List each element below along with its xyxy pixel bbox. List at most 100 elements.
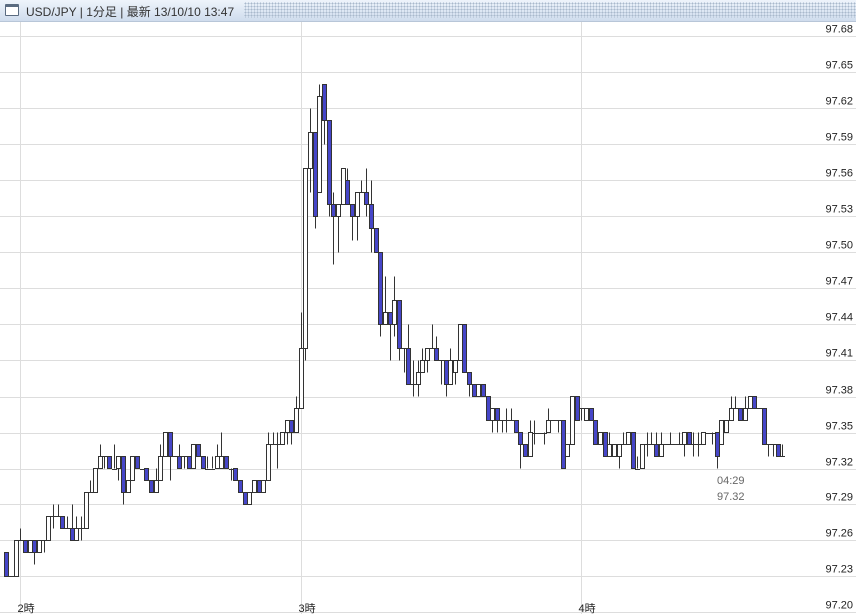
candle [598, 432, 603, 445]
candle [631, 432, 636, 469]
title-bar-pattern [244, 2, 856, 18]
candle [486, 396, 491, 421]
candle-body-up [154, 480, 159, 493]
candle [56, 504, 61, 517]
candle [762, 408, 767, 445]
candle [584, 408, 589, 421]
candle-body-down [495, 408, 500, 421]
title-bar: USD/JPY | 1分足 | 最新 13/10/10 13:47 [0, 0, 856, 22]
candle-body-down [444, 360, 449, 385]
y-tick-label: 97.68 [825, 24, 853, 36]
candle [378, 252, 383, 337]
y-tick-label: 97.59 [825, 132, 853, 144]
candle-body-up [299, 348, 304, 409]
candle-body-up [252, 480, 257, 493]
candle [364, 168, 369, 217]
candle-body-down [486, 396, 491, 421]
candle [523, 444, 528, 457]
candle [504, 408, 509, 433]
window-title: USD/JPY | 1分足 | 最新 13/10/10 13:47 [26, 5, 235, 19]
candle-body-down [289, 420, 294, 433]
candle-body-up [724, 420, 729, 433]
candle [107, 456, 112, 469]
candle-body-up [584, 408, 589, 421]
candles [4, 84, 785, 577]
candle [238, 480, 243, 493]
candle-body-up [612, 444, 617, 457]
candle [144, 468, 149, 481]
candle [710, 432, 715, 445]
candle [607, 432, 612, 457]
candle-body-down [168, 432, 173, 457]
candle-body-up [659, 444, 664, 457]
candle [271, 432, 276, 445]
tooltip-time: 04:29 [717, 475, 745, 487]
candle-body-up [280, 432, 285, 445]
candle [476, 384, 481, 397]
candle [467, 372, 472, 397]
candle-body-down [243, 492, 248, 505]
candle [682, 432, 687, 457]
candle [411, 360, 416, 397]
y-tick-label: 97.41 [825, 348, 853, 360]
candle [420, 348, 425, 373]
candle [70, 504, 75, 541]
candle [687, 432, 692, 445]
candle-body-up [37, 540, 42, 553]
y-tick-label: 97.62 [825, 96, 853, 108]
candle [84, 492, 89, 529]
y-tick-label: 97.65 [825, 60, 853, 72]
y-tick-label: 97.23 [825, 564, 853, 576]
candle [701, 432, 706, 445]
candle-body-down [121, 456, 126, 493]
candle-body-up [598, 432, 603, 445]
candle [649, 432, 654, 445]
candle [116, 456, 121, 481]
candle [196, 444, 201, 457]
candle [369, 180, 374, 253]
candle [60, 516, 65, 529]
candle-body-up [425, 348, 430, 361]
candle [570, 396, 575, 445]
x-axis: 2時 3時 4時 [18, 602, 596, 614]
candle [668, 432, 673, 445]
grid [0, 22, 856, 614]
candle-body-down [70, 528, 75, 541]
candle [201, 456, 206, 469]
candle [677, 432, 682, 445]
candle-body-down [687, 432, 692, 445]
candle-body-down [397, 300, 402, 349]
candle-body-up [490, 408, 495, 421]
candle-body-down [327, 120, 332, 205]
candle-body-down [238, 480, 243, 493]
candle-body-down [752, 396, 757, 409]
candle [640, 444, 645, 469]
candle-body-up [392, 300, 397, 325]
candle [341, 168, 346, 205]
candle-body-down [462, 324, 467, 373]
candle [593, 420, 598, 445]
candle-body-up [261, 480, 266, 493]
candle-body-up [528, 432, 533, 457]
candle-body-down [369, 204, 374, 229]
candle-body-up [191, 444, 196, 469]
candle-body-up [458, 324, 463, 361]
candle [776, 444, 781, 457]
candle [37, 540, 42, 553]
candle-body-down [523, 444, 528, 457]
candle [537, 433, 542, 434]
candle-body-down [187, 456, 192, 469]
y-tick-label: 97.20 [825, 600, 853, 612]
candle [257, 480, 262, 493]
candle [589, 408, 594, 421]
candle [462, 324, 467, 373]
candle [350, 204, 355, 241]
candle [210, 456, 215, 470]
candle-body-up [453, 360, 458, 373]
candle [518, 432, 523, 469]
candle [177, 444, 182, 469]
candle [28, 540, 33, 553]
candle [612, 444, 617, 457]
candle [500, 420, 505, 433]
